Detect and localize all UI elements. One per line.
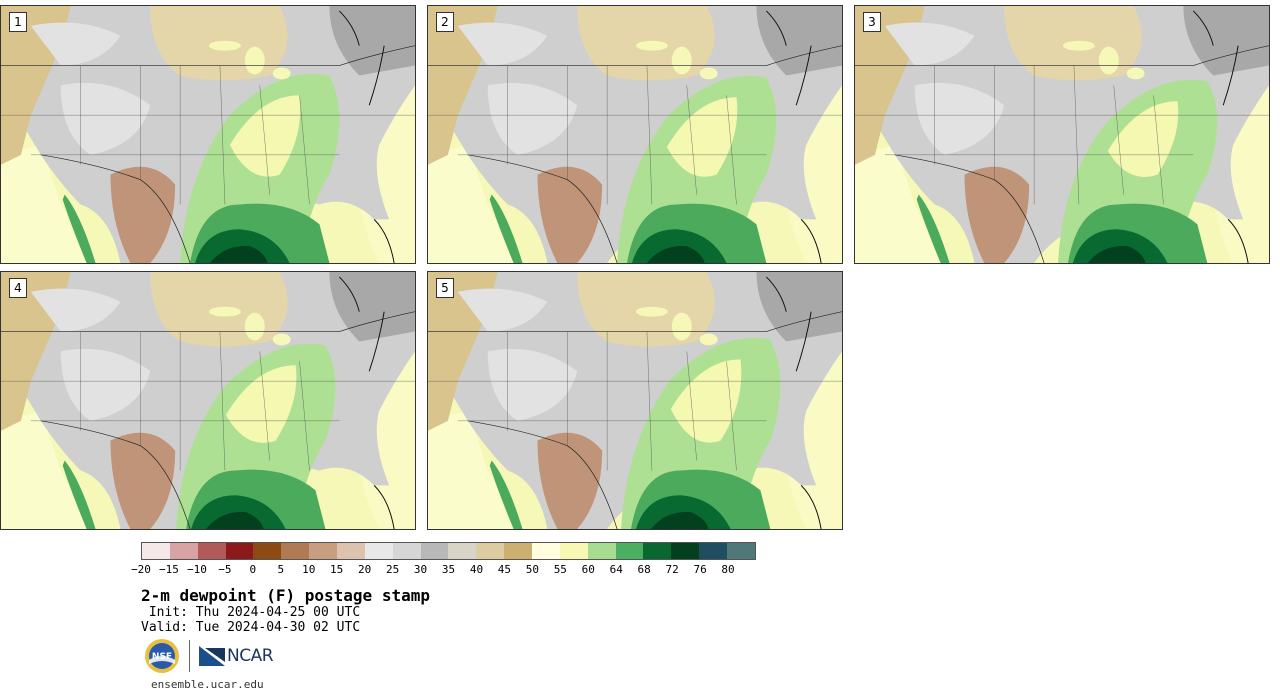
ncar-logo: NCAR xyxy=(199,646,274,666)
member-label-5: 5 xyxy=(436,278,454,298)
colorbar-tick-label: −15 xyxy=(159,563,179,576)
colorbar-segment xyxy=(448,543,477,559)
colorbar-tick-label: 50 xyxy=(525,563,539,576)
member-label-3: 3 xyxy=(863,12,881,32)
colorbar-tick-label: 20 xyxy=(358,563,372,576)
colorbar-tick-label: −5 xyxy=(218,563,232,576)
dewpoint-map-5 xyxy=(428,272,842,529)
dewpoint-map-1 xyxy=(1,6,415,263)
colorbar-segment xyxy=(532,543,560,559)
ncar-logo-text: NCAR xyxy=(227,646,274,666)
colorbar xyxy=(141,542,756,560)
member-label-4: 4 xyxy=(9,278,27,298)
member-label-1: 1 xyxy=(9,12,27,32)
dewpoint-map-4 xyxy=(1,272,415,529)
colorbar-segment xyxy=(476,543,505,559)
colorbar-tick-label: 25 xyxy=(385,563,400,576)
colorbar-tick-label: 10 xyxy=(302,563,316,576)
colorbar-segment xyxy=(392,543,421,559)
colorbar-segment xyxy=(364,543,393,559)
svg-text:NSF: NSF xyxy=(152,652,172,662)
colorbar-tick-label: 30 xyxy=(413,563,428,576)
colorbar-segment xyxy=(169,543,198,559)
colorbar-segment xyxy=(225,543,254,559)
colorbar-segment xyxy=(699,543,728,559)
colorbar-segment xyxy=(504,543,533,559)
dewpoint-map-2 xyxy=(428,6,842,263)
colorbar-tick-label: 72 xyxy=(665,563,679,576)
colorbar-tick-label: 60 xyxy=(581,563,595,576)
colorbar-segment xyxy=(197,543,226,559)
colorbar-tick-label: 40 xyxy=(469,563,484,576)
colorbar-tick-label: 0 xyxy=(249,563,257,576)
colorbar-tick-label: 15 xyxy=(330,563,344,576)
init-time: Init: Thu 2024-04-25 00 UTC xyxy=(141,605,361,620)
colorbar-segment xyxy=(281,543,310,559)
colorbar-segment xyxy=(309,543,338,559)
member-panel-1: 1 xyxy=(0,5,416,264)
colorbar-tick-label: −10 xyxy=(186,563,207,576)
logo-divider xyxy=(189,640,190,672)
colorbar-segment xyxy=(587,543,616,559)
colorbar-segment xyxy=(643,543,672,559)
colorbar-tick-label: 80 xyxy=(721,563,735,576)
colorbar-segment xyxy=(727,543,755,559)
colorbar-segment xyxy=(615,543,644,559)
member-panel-5: 5 xyxy=(427,271,843,530)
colorbar-segment xyxy=(671,543,700,559)
colorbar-tick-label: 76 xyxy=(693,563,707,576)
colorbar-tick-label: −20 xyxy=(131,563,151,576)
valid-time: Valid: Tue 2024-04-30 02 UTC xyxy=(141,620,361,635)
colorbar-segment xyxy=(420,543,449,559)
colorbar-segment xyxy=(253,543,282,559)
member-label-2: 2 xyxy=(436,12,454,32)
colorbar-tick-label: 55 xyxy=(553,563,567,576)
colorbar-segment xyxy=(559,543,588,559)
colorbar-segment xyxy=(142,543,170,559)
colorbar-tick-label: 45 xyxy=(497,563,512,576)
ncar-mark-icon xyxy=(199,646,225,666)
colorbar-tick-label: 64 xyxy=(609,563,623,576)
member-panel-2: 2 xyxy=(427,5,843,264)
member-panel-4: 4 xyxy=(0,271,416,530)
colorbar-tick-label: 5 xyxy=(277,563,285,576)
member-panel-3: 3 xyxy=(854,5,1270,264)
logos: NSF NCAR xyxy=(144,638,274,674)
dewpoint-map-3 xyxy=(855,6,1269,263)
colorbar-tick-label: 35 xyxy=(441,563,456,576)
site-url[interactable]: ensemble.ucar.edu xyxy=(151,678,264,691)
nsf-logo: NSF xyxy=(145,639,179,673)
colorbar-ticks: −20 −15 −10 −5 0 5 10 15 20 25 30 35 40 45 50 55 60 64 68 7… xyxy=(131,563,756,577)
colorbar-segment xyxy=(337,543,365,559)
colorbar-tick-label: 68 xyxy=(637,563,651,576)
product-title: 2-m dewpoint (F) postage stamp xyxy=(141,586,430,605)
